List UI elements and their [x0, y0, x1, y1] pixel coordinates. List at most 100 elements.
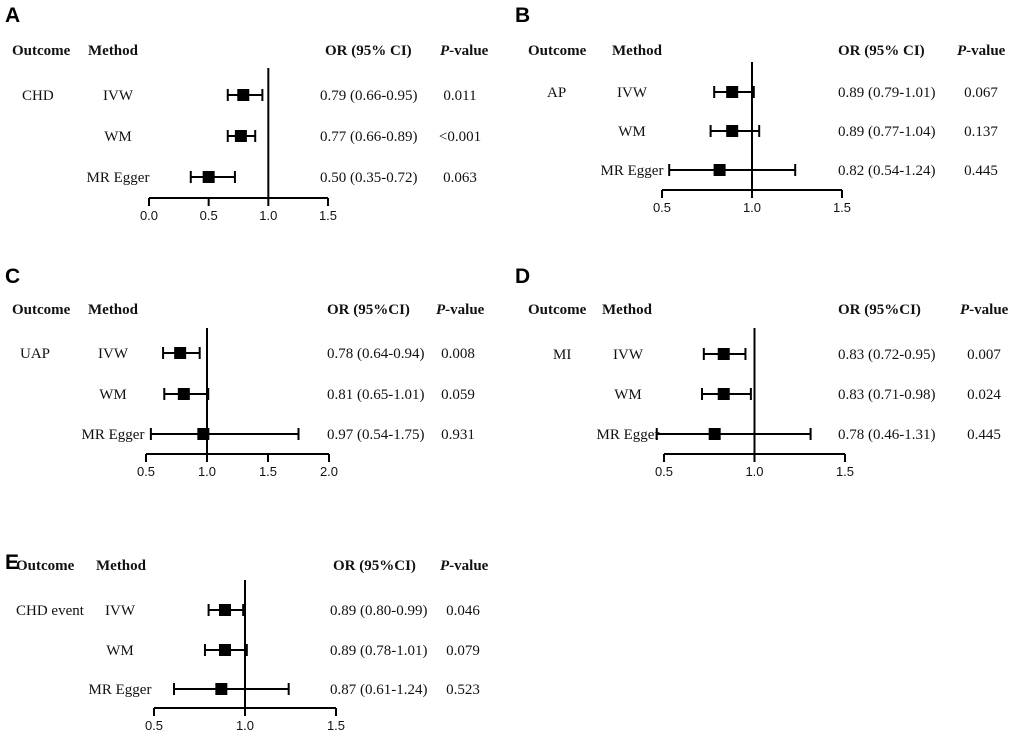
x-tick-label: 1.0	[745, 464, 763, 479]
p-value: 0.059	[441, 387, 475, 403]
or-ci-value: 0.82 (0.54-1.24)	[838, 163, 936, 179]
panel-label: A	[5, 4, 20, 27]
p-value: 0.008	[441, 346, 475, 362]
header-method: Method	[96, 558, 147, 574]
or-point-marker	[174, 347, 187, 359]
or-ci-value: 0.87 (0.61-1.24)	[330, 682, 428, 698]
or-point-marker	[237, 89, 250, 101]
or-point-marker	[197, 428, 210, 440]
header-p-value: P-value	[440, 558, 489, 574]
method-label: IVW	[617, 85, 648, 101]
outcome-label: AP	[547, 85, 566, 101]
or-ci-value: 0.89 (0.80-0.99)	[330, 603, 428, 619]
header-method: Method	[602, 302, 653, 318]
x-tick-label: 1.5	[836, 464, 854, 479]
method-label: MR Egger	[89, 682, 152, 698]
x-tick-label: 1.5	[319, 208, 337, 223]
header-outcome: Outcome	[12, 302, 71, 318]
or-ci-value: 0.97 (0.54-1.75)	[327, 427, 425, 443]
header-outcome: Outcome	[12, 43, 71, 59]
p-italic: P	[436, 302, 446, 318]
p-value: 0.046	[446, 603, 480, 619]
header-method: Method	[612, 43, 663, 59]
panel-d: D Outcome Method OR (95%CI) P-value MI 0.5 1.0 1…	[515, 265, 1009, 479]
header-method: Method	[88, 43, 139, 59]
x-tick-label: 2.0	[320, 464, 338, 479]
p-value: 0.523	[446, 682, 480, 698]
header-p-value: P-value	[436, 302, 485, 318]
p-value: 0.931	[441, 427, 475, 443]
header-method: Method	[88, 302, 139, 318]
method-label: MR Egger	[597, 427, 660, 443]
p-italic: P	[440, 43, 450, 59]
or-ci-value: 0.89 (0.79-1.01)	[838, 85, 936, 101]
header-or-ci: OR (95% CI)	[325, 43, 412, 59]
p-value: 0.024	[967, 387, 1001, 403]
method-label: IVW	[105, 603, 136, 619]
panel-c: C Outcome Method OR (95%CI) P-value UAP 0.5 1.0…	[5, 265, 485, 479]
x-tick-label: 1.5	[259, 464, 277, 479]
p-value: 0.067	[964, 85, 998, 101]
or-ci-value: 0.78 (0.46-1.31)	[838, 427, 936, 443]
header-or-ci: OR (95%CI)	[327, 302, 410, 318]
panel-label: D	[515, 265, 530, 288]
or-ci-value: 0.83 (0.72-0.95)	[838, 347, 936, 363]
method-label: MR Egger	[82, 427, 145, 443]
p-suffix: -value	[966, 43, 1006, 59]
or-point-marker	[717, 348, 730, 360]
x-tick-label: 1.0	[259, 208, 277, 223]
method-label: MR Egger	[601, 163, 664, 179]
panel-label: C	[5, 265, 20, 288]
x-tick-label: 0.5	[137, 464, 155, 479]
or-point-marker	[717, 388, 730, 400]
p-value: 0.063	[443, 170, 477, 186]
panel-label: E	[5, 551, 19, 574]
x-tick-label: 0.5	[145, 718, 163, 733]
p-value: 0.007	[967, 347, 1001, 363]
or-point-marker	[234, 130, 247, 142]
x-tick-label: 1.0	[236, 718, 254, 733]
header-or-ci: OR (95% CI)	[838, 43, 925, 59]
header-outcome: Outcome	[16, 558, 75, 574]
or-point-marker	[726, 86, 739, 98]
or-ci-value: 0.78 (0.64-0.94)	[327, 346, 425, 362]
p-suffix: -value	[449, 558, 489, 574]
method-label: MR Egger	[87, 170, 150, 186]
outcome-label: CHD	[22, 88, 54, 104]
p-value: 0.445	[967, 427, 1001, 443]
header-p-value: P-value	[440, 43, 489, 59]
or-point-marker	[177, 388, 190, 400]
outcome-label: MI	[553, 347, 571, 363]
x-tick-label: 0.0	[140, 208, 158, 223]
p-value: 0.079	[446, 643, 480, 659]
method-label: IVW	[613, 347, 644, 363]
panel-a: A Outcome Method OR (95% CI) P-value CHD 0.0 0.…	[5, 4, 489, 223]
method-label: WM	[99, 387, 127, 403]
or-ci-value: 0.89 (0.77-1.04)	[838, 124, 936, 140]
outcome-label: CHD event	[16, 603, 85, 619]
method-label: WM	[618, 124, 646, 140]
method-label: IVW	[98, 346, 129, 362]
or-ci-value: 0.79 (0.66-0.95)	[320, 88, 418, 104]
outcome-label: UAP	[20, 346, 50, 362]
p-value: <0.001	[439, 129, 481, 145]
p-italic: P	[440, 558, 450, 574]
p-suffix: -value	[969, 302, 1009, 318]
x-tick-label: 0.5	[655, 464, 673, 479]
p-value: 0.445	[964, 163, 998, 179]
or-point-marker	[726, 125, 739, 137]
x-tick-label: 0.5	[200, 208, 218, 223]
or-point-marker	[218, 604, 231, 616]
p-suffix: -value	[445, 302, 485, 318]
method-label: WM	[106, 643, 134, 659]
header-outcome: Outcome	[528, 43, 587, 59]
or-point-marker	[708, 428, 721, 440]
or-ci-value: 0.77 (0.66-0.89)	[320, 129, 418, 145]
x-tick-label: 1.5	[327, 718, 345, 733]
p-value: 0.011	[443, 88, 476, 104]
or-ci-value: 0.50 (0.35-0.72)	[320, 170, 418, 186]
or-point-marker	[215, 683, 228, 695]
p-italic: P	[957, 43, 967, 59]
